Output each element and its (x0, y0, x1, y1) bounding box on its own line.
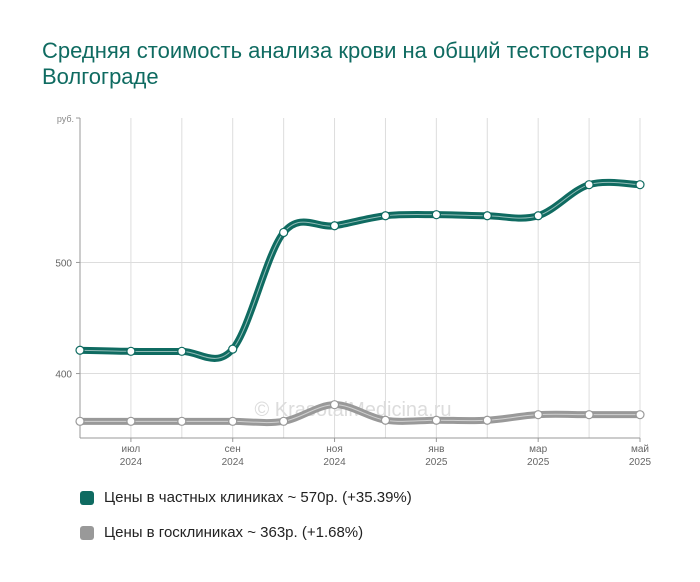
point-0-10 (584, 180, 594, 190)
tick-labels: руб. 400 500 июл 2024 сен 2024 ноя 2024 янв 2025 ма… (55, 114, 651, 468)
point-0-4 (279, 227, 289, 238)
y-axis-unit-label: руб. (57, 114, 74, 124)
x-tick-month-5: май (631, 444, 649, 455)
series-lines (76, 178, 644, 427)
x-tick-year-1: 2024 (222, 457, 245, 468)
legend-label-private: Цены в частных клиниках ~ 570р. (+35.39%… (104, 489, 412, 506)
point-0-0 (75, 345, 85, 355)
point-0-5 (329, 221, 340, 231)
point-1-3 (228, 416, 238, 426)
point-1-2 (177, 416, 187, 426)
point-0-8 (482, 211, 492, 221)
point-1-8 (482, 415, 492, 425)
legend-item-private[interactable]: Цены в частных клиниках ~ 570р. (+35.39%… (80, 489, 412, 506)
chart-title: Средняя стоимость анализа крови на общий… (42, 38, 650, 89)
legend-swatch-public (80, 525, 94, 540)
x-tick-month-0: июл (122, 444, 141, 455)
x-tick-year-3: 2025 (425, 457, 448, 468)
legend-item-public[interactable]: Цены в госклиниках ~ 363р. (+1.68%) (80, 524, 363, 541)
series-line-0 (76, 178, 644, 362)
x-tick-month-3: янв (428, 444, 444, 455)
x-tick-month-2: ноя (326, 444, 343, 455)
point-1-10 (584, 410, 594, 420)
x-tick-year-2: 2024 (323, 457, 346, 468)
point-1-11 (635, 410, 645, 420)
grid (79, 118, 641, 438)
point-0-11 (635, 180, 645, 190)
point-1-5 (329, 400, 340, 410)
x-tick-year-4: 2025 (527, 457, 550, 468)
point-0-6 (380, 211, 391, 221)
point-0-7 (431, 210, 441, 220)
point-0-2 (177, 346, 187, 356)
y-tick-label-1: 500 (55, 258, 72, 269)
x-tick-month-1: сен (225, 444, 241, 455)
x-tick-month-4: мар (529, 444, 547, 455)
point-0-9 (533, 211, 543, 221)
series-points (75, 180, 645, 426)
x-tick-year-0: 2024 (120, 457, 143, 468)
point-1-6 (380, 415, 391, 425)
axes (79, 118, 640, 439)
point-1-1 (126, 416, 136, 426)
legend-swatch-private (80, 490, 94, 505)
point-1-7 (431, 415, 441, 425)
x-tick-year-5: 2025 (629, 457, 652, 468)
point-0-3 (228, 344, 238, 354)
point-1-9 (533, 410, 543, 420)
point-1-4 (279, 416, 289, 426)
point-0-1 (126, 346, 136, 356)
legend-label-public: Цены в госклиниках ~ 363р. (+1.68%) (104, 524, 364, 541)
y-tick-label-0: 400 (55, 370, 72, 381)
point-1-0 (75, 416, 85, 426)
